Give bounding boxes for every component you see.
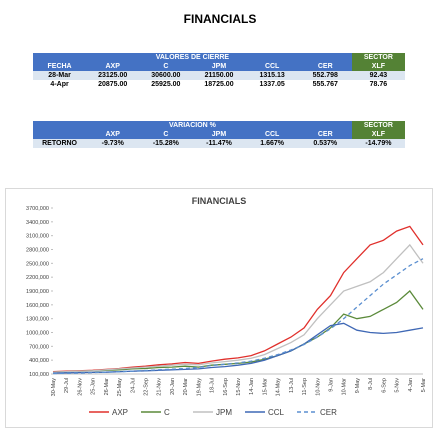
- column-header: JPM: [192, 62, 246, 71]
- cell: -15.28%: [152, 140, 179, 147]
- x-tick-label: 29-Jul: [64, 378, 70, 393]
- header-cell: [33, 130, 87, 139]
- x-tick-label: 19-May: [196, 378, 202, 397]
- cell: 28-Mar: [48, 72, 71, 79]
- x-tick-label: 15-Mar: [262, 378, 268, 396]
- chart-border: [5, 188, 433, 428]
- legend-label: C: [164, 408, 170, 417]
- column-header: C: [139, 130, 193, 139]
- x-tick-label: 11-Sep: [302, 378, 308, 395]
- closing-values-table: VALORES DE CIERRE SECTOR FECHA AXP C JPM CCL C…: [33, 53, 405, 89]
- y-tick-label: 1900,000: [26, 289, 49, 295]
- column-header: C: [139, 62, 193, 71]
- cell: 555.767: [312, 81, 338, 88]
- column-header: CER: [298, 62, 352, 71]
- y-tick-label: 1000,000: [26, 331, 49, 337]
- y-tick-label: 2200,000: [26, 275, 49, 281]
- cell: -9.73%: [101, 140, 124, 147]
- cell: 92.43: [369, 72, 388, 79]
- legend-label: CCL: [268, 408, 285, 417]
- cell: 1.667%: [260, 140, 284, 147]
- y-tick-label: 3100,000: [26, 234, 49, 240]
- x-tick-label: 10-Mar: [342, 378, 348, 396]
- cell: 25925.00: [151, 81, 181, 88]
- column-header: FECHA: [33, 62, 87, 71]
- x-tick-label: 6-Sep: [381, 378, 387, 393]
- cell: 20875.00: [98, 81, 128, 88]
- column-header: AXP: [86, 62, 140, 71]
- x-tick-label: 20-Mar: [183, 378, 189, 396]
- legend-label: CER: [320, 408, 337, 417]
- y-tick-label: 3700,000: [26, 206, 49, 212]
- x-tick-label: 24-Jul: [130, 378, 136, 393]
- x-tick-label: 21-Nov: [157, 378, 163, 396]
- x-tick-label: 20-Jan: [170, 378, 176, 395]
- series-line: [52, 243, 424, 373]
- y-tick-label: 400,000: [29, 358, 49, 364]
- x-tick-label: 5-Nov: [395, 378, 401, 393]
- x-tick-label: 22-Sep: [144, 378, 150, 396]
- cell: 78.76: [369, 81, 388, 88]
- column-header: AXP: [86, 130, 140, 139]
- cell: 18725.00: [204, 81, 234, 88]
- cell: -14.79%: [365, 140, 392, 147]
- chart-title: FINANCIALS: [192, 196, 247, 206]
- series-line: [52, 322, 424, 374]
- legend-label: JPM: [216, 408, 232, 417]
- page-title: FINANCIALS: [183, 12, 257, 26]
- group-header: VALORES DE CIERRE: [33, 53, 352, 62]
- cell: 0.537%: [313, 140, 338, 147]
- cell: 23125.00: [98, 72, 128, 79]
- x-tick-label: 5-Mar: [421, 378, 427, 393]
- chart: FINANCIALS 100,000 400,000 700,000 1000,000…: [5, 188, 433, 428]
- x-tick-label: 13-Jul: [289, 378, 295, 393]
- x-tick-label: 15-Nov: [236, 378, 242, 396]
- column-header: XLF: [351, 62, 405, 71]
- x-tick-label: 4-Jan: [408, 378, 414, 392]
- x-tick-label: 30-May: [51, 378, 57, 397]
- x-tick-label: 10-Nov: [315, 378, 321, 396]
- cell: 4-Apr: [50, 81, 69, 88]
- x-tick-label: 9-Jan: [329, 378, 335, 392]
- x-tick-label: 16-Sep: [223, 378, 229, 396]
- x-tick-label: 18-Jul: [210, 378, 216, 393]
- y-tick-label: 1600,000: [26, 303, 49, 309]
- column-header: JPM: [192, 130, 246, 139]
- x-tick-label: 25-May: [117, 378, 123, 397]
- y-tick-label: 1300,000: [26, 317, 49, 323]
- cell: 1337.05: [259, 81, 285, 88]
- y-tick-label: 700,000: [29, 344, 49, 350]
- cell: 1315.13: [259, 72, 285, 79]
- y-tick-label: 2800,000: [26, 248, 49, 254]
- x-tick-label: 8-Jul: [368, 378, 374, 390]
- x-tick-label: 25-Jan: [91, 378, 97, 395]
- cell: 30600.00: [151, 72, 181, 79]
- cell: 21150.00: [204, 72, 234, 79]
- x-tick-label: 9-May: [355, 378, 361, 394]
- series-line: [52, 258, 424, 375]
- sector-header: SECTOR: [351, 53, 405, 62]
- group-header: VARIACION %: [33, 121, 352, 130]
- cell: 552.798: [312, 72, 338, 79]
- column-header: XLF: [351, 130, 405, 139]
- sector-header: SECTOR: [351, 121, 405, 130]
- y-tick-label: 100,000: [29, 372, 49, 378]
- x-tick-label: 14-Jan: [249, 378, 255, 395]
- legend-label: AXP: [112, 408, 128, 417]
- x-tick-label: 26-Nov: [77, 378, 83, 396]
- x-tick-label: 14-May: [276, 378, 282, 397]
- variation-table: VARIACION % SECTOR AXP C JPM CCL CER XLF RETORN…: [33, 121, 405, 148]
- y-tick-label: 2500,000: [26, 261, 49, 267]
- y-tick-label: 3400,000: [26, 220, 49, 226]
- cell: RETORNO: [42, 140, 77, 147]
- cell: -11.47%: [206, 140, 232, 147]
- column-header: CCL: [245, 62, 299, 71]
- column-header: CER: [298, 130, 352, 139]
- column-header: CCL: [245, 130, 299, 139]
- x-tick-label: 26-Mar: [104, 378, 110, 396]
